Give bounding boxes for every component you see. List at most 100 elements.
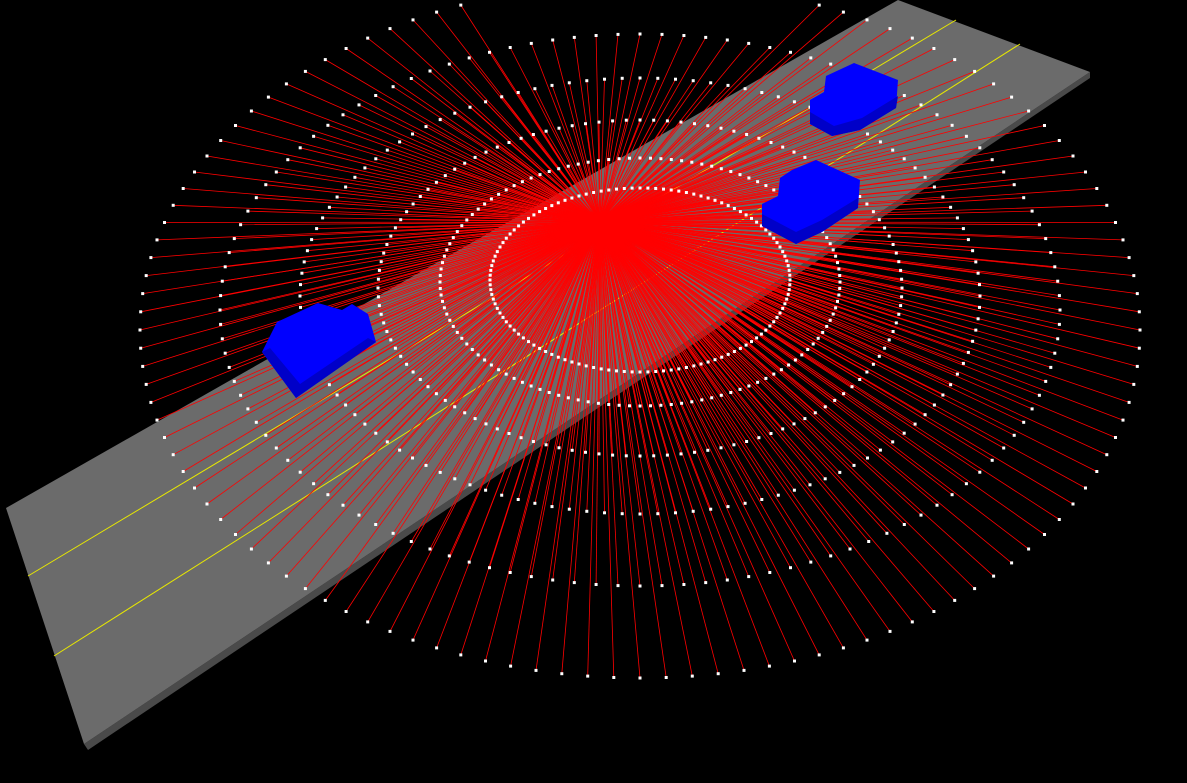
lidar-point	[1044, 379, 1048, 383]
lidar-point	[498, 311, 502, 315]
lidar-point	[520, 180, 524, 184]
lidar-point	[366, 36, 370, 40]
lidar-point	[538, 346, 542, 350]
lidar-point	[729, 391, 733, 394]
lidar-ray	[599, 221, 1074, 505]
lidar-point	[205, 502, 209, 506]
lidar-point	[617, 403, 621, 407]
lidar-point	[303, 69, 307, 73]
lidar-ray	[599, 114, 938, 223]
lidar-point	[379, 260, 383, 264]
vehicle-mid-right[interactable]	[762, 160, 860, 244]
lidar-ray	[599, 37, 707, 223]
lidar-point	[858, 378, 862, 381]
lidar-ray	[316, 221, 601, 229]
lidar-point	[654, 370, 658, 373]
lidar-point	[710, 164, 714, 168]
lidar-ray	[599, 78, 659, 223]
lidar-point	[438, 470, 442, 474]
lidar-ray	[568, 82, 601, 223]
lidar-point	[1071, 154, 1075, 158]
lidar-point	[768, 232, 772, 236]
lidar-point	[865, 370, 869, 374]
lidar-ray	[599, 221, 890, 341]
lidar-point	[787, 288, 791, 292]
lidar-point	[284, 82, 288, 86]
lidar-ray	[247, 210, 601, 223]
lidar-point	[745, 440, 749, 443]
lidar-point	[599, 189, 603, 193]
lidar-point	[254, 420, 258, 424]
lidar-point	[484, 150, 488, 154]
lidar-point	[597, 120, 601, 124]
lidar-point	[551, 578, 555, 582]
lidar-ray	[599, 43, 750, 223]
lidar-point	[516, 91, 520, 94]
lidar-point	[1132, 274, 1136, 278]
lidar-point	[652, 118, 656, 122]
lidar-point	[877, 218, 881, 222]
lidar-ray	[599, 33, 641, 223]
lidar-point	[443, 398, 447, 402]
lidar-point	[768, 324, 772, 328]
lidar-point	[1057, 322, 1061, 326]
lidar-ray	[599, 221, 1097, 472]
lidar-ray	[300, 221, 601, 308]
lidar-ray	[599, 35, 685, 223]
lidar-point	[665, 453, 669, 457]
lidar-point	[829, 554, 833, 558]
lidar-point	[772, 236, 776, 240]
lidar-ray	[322, 217, 601, 223]
lidar-point	[507, 141, 511, 144]
lidar-point	[654, 187, 658, 190]
lidar-point	[836, 299, 839, 303]
lidar-ray	[568, 221, 601, 510]
lidar-ray	[599, 63, 831, 223]
vehicle-near-left[interactable]	[262, 303, 376, 398]
lidar-point	[828, 242, 832, 246]
lidar-point	[680, 159, 684, 163]
lidar-point	[973, 587, 977, 591]
lidar-point	[646, 370, 650, 374]
lidar-ray	[599, 141, 881, 223]
lidar-ray	[364, 167, 601, 223]
lidar-point	[677, 189, 681, 193]
lidar-point	[772, 372, 776, 376]
lidar-ray	[411, 78, 601, 223]
lidar-ray	[367, 37, 601, 223]
lidar-point	[391, 85, 395, 89]
lidar-point	[747, 575, 751, 579]
lidar-ray	[599, 221, 868, 641]
lidar-ray	[599, 221, 722, 448]
lidar-ray	[586, 80, 601, 223]
lidar-point	[234, 533, 237, 536]
lidar-point	[887, 234, 891, 238]
lidar-point	[656, 76, 660, 80]
lidar-point	[809, 560, 813, 564]
lidar-ray	[485, 221, 601, 662]
lidar-point	[385, 330, 389, 333]
lidar-point	[597, 452, 601, 456]
lidar-point	[527, 216, 530, 220]
lidar-point	[902, 431, 906, 435]
lidar-ray	[375, 221, 601, 525]
lidar-point	[249, 547, 253, 551]
lidar-point	[757, 436, 761, 440]
lidar-point	[900, 295, 904, 299]
lidar-point	[577, 194, 581, 198]
lidar-ray	[517, 221, 601, 500]
vehicle-far-right[interactable]	[810, 63, 898, 136]
lidar-point	[557, 446, 561, 450]
lidar-point	[1057, 139, 1061, 142]
lidar-point	[460, 336, 464, 340]
lidar-point	[570, 360, 574, 364]
lidar-point	[531, 133, 535, 136]
lidar-ray	[599, 221, 953, 496]
lidar-point	[544, 129, 548, 133]
lidar-point	[638, 454, 642, 458]
lidar-point	[391, 531, 395, 535]
lidar-point	[488, 273, 492, 277]
lidar-ray	[599, 204, 1107, 223]
